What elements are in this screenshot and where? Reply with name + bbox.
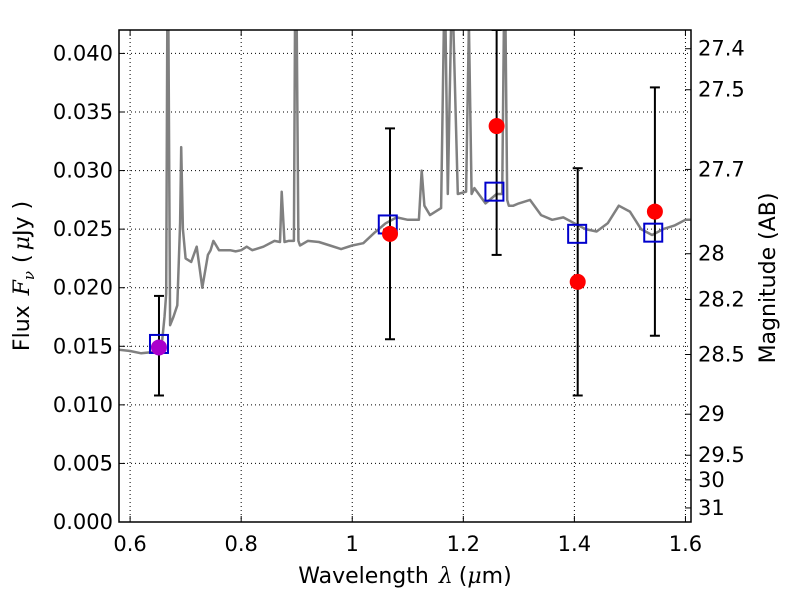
spectrum-line — [119, 30, 691, 355]
x-axis-label: Wavelength λ (μm) — [298, 564, 511, 589]
x-tick-label: 1.6 — [669, 532, 702, 556]
magnitude-tick-label: 30 — [698, 468, 725, 492]
magnitude-tick-label: 27.5 — [698, 78, 745, 102]
magnitude-tick-labels: 27.4 27.5 27.7 28 28.2 28.5 29 29.530 31 — [698, 37, 745, 520]
magnitude-tick-label: 27.7 — [698, 157, 745, 181]
y-tick-label: 0.030 — [53, 159, 113, 183]
x-tick-label: 1.2 — [447, 532, 480, 556]
y-tick-label: 0.005 — [53, 451, 113, 475]
magnitude-tick-label: 29 — [698, 402, 725, 426]
magnitude-tick-label: 29.5 — [698, 443, 745, 467]
magnitude-tick-label: 28.5 — [698, 342, 745, 366]
model-square — [484, 181, 505, 202]
magnitude-tick-label: 31 — [698, 496, 725, 520]
y-tick-label: 0.040 — [53, 41, 113, 65]
y-tick-label: 0.000 — [53, 510, 113, 534]
y-axis-label: FluxFν(μJy ) — [10, 201, 38, 351]
x-tick-label: 0.6 — [113, 532, 146, 556]
model-points — [148, 181, 664, 354]
y-tick-label: 0.010 — [53, 393, 113, 417]
axis-ticks — [119, 30, 691, 523]
observed-point — [488, 118, 505, 135]
observed-point — [382, 225, 399, 242]
observed-points — [150, 118, 663, 356]
observed-point — [646, 203, 663, 220]
x-tick-label: 1.4 — [558, 532, 591, 556]
plot-frame — [118, 29, 692, 523]
magnitude-tick-label: 27.4 — [698, 37, 745, 61]
y-tick-labels: 0.000 0.005 0.010 0.015 0.020 0.025 0.030 0.035… — [53, 41, 113, 534]
model-square — [567, 223, 588, 244]
y-tick-label: 0.015 — [53, 334, 113, 358]
magnitude-tick-label: 28.2 — [698, 287, 745, 311]
y-tick-label: 0.020 — [53, 276, 113, 300]
x-tick-labels: 0.6 0.8 1 1.2 1.4 1.6 — [113, 532, 702, 556]
x-tick-label: 1 — [346, 532, 359, 556]
magnitude-tick-label: 28 — [698, 242, 725, 266]
magnitude-axis-label: Magnitude (AB) — [756, 193, 781, 364]
model-square — [643, 222, 664, 243]
spectrum-layer — [119, 30, 691, 355]
y-tick-label: 0.025 — [53, 217, 113, 241]
y-tick-label: 0.035 — [53, 100, 113, 124]
observed-point — [569, 273, 586, 290]
x-tick-label: 0.8 — [224, 532, 257, 556]
observed-point — [150, 339, 167, 356]
